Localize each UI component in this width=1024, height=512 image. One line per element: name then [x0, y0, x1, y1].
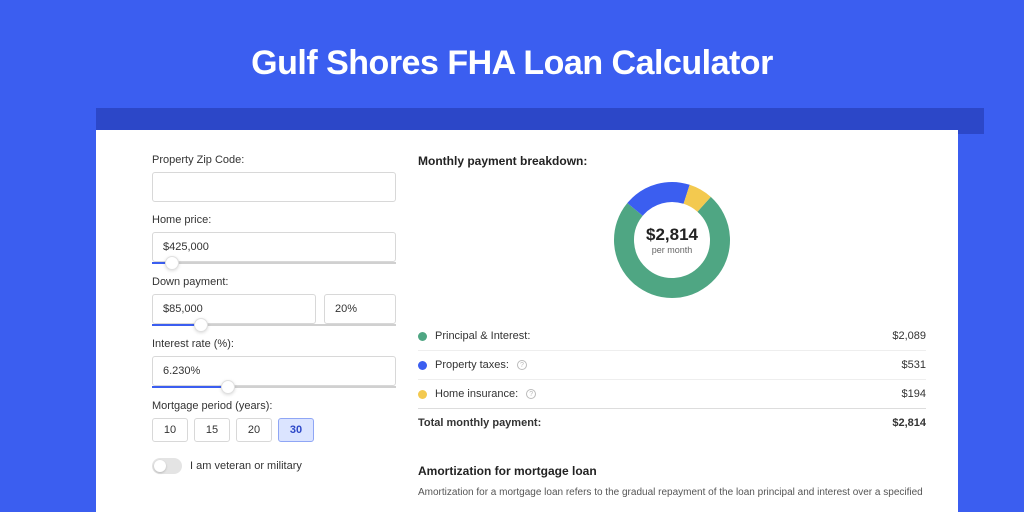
breakdown-column: Monthly payment breakdown: $2,814 per mo… [418, 154, 926, 512]
breakdown-row: Principal & Interest: $2,089 [418, 322, 926, 350]
breakdown-value: $2,089 [892, 330, 926, 342]
breakdown-label: Home insurance: [435, 388, 518, 400]
rate-input[interactable] [152, 356, 396, 386]
rate-slider-thumb[interactable] [221, 380, 235, 394]
zip-field: Property Zip Code: [152, 154, 396, 202]
legend-dot [418, 390, 427, 399]
down-payment-input[interactable] [152, 294, 316, 324]
period-option-15[interactable]: 15 [194, 418, 230, 442]
veteran-toggle[interactable] [152, 458, 182, 474]
amortization-title: Amortization for mortgage loan [418, 451, 926, 478]
breakdown-label: Property taxes: [435, 359, 509, 371]
down-payment-percent-input[interactable] [324, 294, 396, 324]
calculator-panel: Property Zip Code: Home price: Down paym… [96, 130, 958, 512]
down-payment-field: Down payment: [152, 276, 396, 326]
legend-dot [418, 332, 427, 341]
total-value: $2,814 [892, 417, 926, 429]
zip-input[interactable] [152, 172, 396, 202]
down-payment-slider[interactable] [152, 324, 396, 326]
total-row: Total monthly payment: $2,814 [418, 408, 926, 437]
period-options: 10152030 [152, 418, 396, 442]
legend-dot [418, 361, 427, 370]
down-payment-slider-thumb[interactable] [194, 318, 208, 332]
period-option-10[interactable]: 10 [152, 418, 188, 442]
donut-sub: per month [652, 245, 693, 255]
donut-center: $2,814 per month [608, 176, 736, 304]
breakdown-row: Property taxes:? $531 [418, 350, 926, 379]
amortization-text: Amortization for a mortgage loan refers … [418, 486, 926, 500]
amortization-block: Amortization for mortgage loan Amortizat… [418, 445, 926, 500]
info-icon[interactable]: ? [526, 389, 536, 399]
price-input[interactable] [152, 232, 396, 262]
down-payment-label: Down payment: [152, 276, 396, 288]
total-label: Total monthly payment: [418, 417, 541, 429]
period-option-30[interactable]: 30 [278, 418, 314, 442]
rate-slider[interactable] [152, 386, 396, 388]
zip-label: Property Zip Code: [152, 154, 396, 166]
info-icon[interactable]: ? [517, 360, 527, 370]
donut-amount: $2,814 [646, 225, 698, 245]
donut-chart-wrap: $2,814 per month [418, 176, 926, 304]
rate-slider-fill [152, 386, 228, 388]
page-title: Gulf Shores FHA Loan Calculator [0, 0, 1024, 83]
veteran-row: I am veteran or military [152, 458, 396, 474]
rate-label: Interest rate (%): [152, 338, 396, 350]
breakdown-value: $194 [902, 388, 926, 400]
period-field: Mortgage period (years): 10152030 [152, 400, 396, 442]
period-option-20[interactable]: 20 [236, 418, 272, 442]
rate-field: Interest rate (%): [152, 338, 396, 388]
breakdown-value: $531 [902, 359, 926, 371]
donut-chart: $2,814 per month [608, 176, 736, 304]
period-label: Mortgage period (years): [152, 400, 396, 412]
inputs-column: Property Zip Code: Home price: Down paym… [152, 154, 396, 512]
price-label: Home price: [152, 214, 396, 226]
breakdown-lines: Principal & Interest: $2,089 Property taxe… [418, 322, 926, 408]
price-field: Home price: [152, 214, 396, 264]
breakdown-label: Principal & Interest: [435, 330, 530, 342]
price-slider-thumb[interactable] [165, 256, 179, 270]
veteran-label: I am veteran or military [190, 460, 302, 472]
veteran-toggle-knob [154, 460, 166, 472]
price-slider[interactable] [152, 262, 396, 264]
breakdown-row: Home insurance:? $194 [418, 379, 926, 408]
breakdown-title: Monthly payment breakdown: [418, 154, 926, 168]
